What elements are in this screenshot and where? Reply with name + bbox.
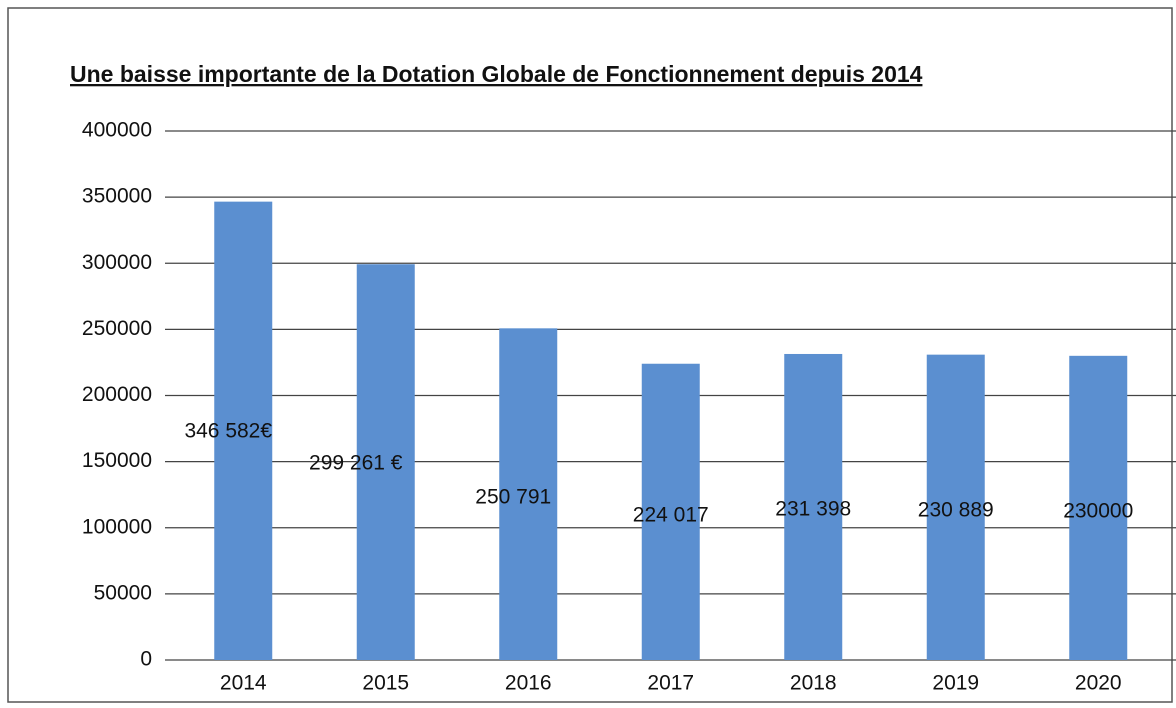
bar xyxy=(641,363,700,660)
y-tick-label: 400000 xyxy=(82,119,152,142)
y-tick-label: 250000 xyxy=(82,317,152,340)
y-tick-label: 0 xyxy=(140,648,152,671)
y-tick-label: 50000 xyxy=(94,581,152,604)
data-label: 299 261 € xyxy=(309,452,403,475)
data-label: 231 398 xyxy=(775,498,851,521)
data-label: 250 791 xyxy=(475,486,551,509)
x-tick-label: 2014 xyxy=(220,672,267,695)
frame xyxy=(7,7,1173,703)
data-label: 346 582€ xyxy=(184,420,272,443)
x-tick-label: 2020 xyxy=(1075,672,1122,695)
bar xyxy=(214,201,273,660)
x-tick-label: 2016 xyxy=(505,672,552,695)
x-tick-label: 2018 xyxy=(790,672,837,695)
x-tick-label: 2017 xyxy=(647,672,694,695)
y-tick-label: 350000 xyxy=(82,185,152,208)
y-tick-label: 100000 xyxy=(82,515,152,538)
bar xyxy=(926,354,985,660)
x-tick-label: 2019 xyxy=(932,672,979,695)
x-tick-label: 2015 xyxy=(362,672,409,695)
data-label: 230000 xyxy=(1063,500,1133,523)
data-label: 224 017 xyxy=(633,504,709,527)
chart-title: Une baisse importante de la Dotation Glo… xyxy=(70,61,923,87)
data-label: 230 889 xyxy=(918,499,994,522)
bar xyxy=(499,328,558,660)
bar xyxy=(356,264,415,660)
bar xyxy=(1069,355,1128,660)
y-tick-label: 300000 xyxy=(82,251,152,274)
bar xyxy=(784,353,843,660)
y-tick-label: 200000 xyxy=(82,383,152,406)
y-tick-label: 150000 xyxy=(82,449,152,472)
